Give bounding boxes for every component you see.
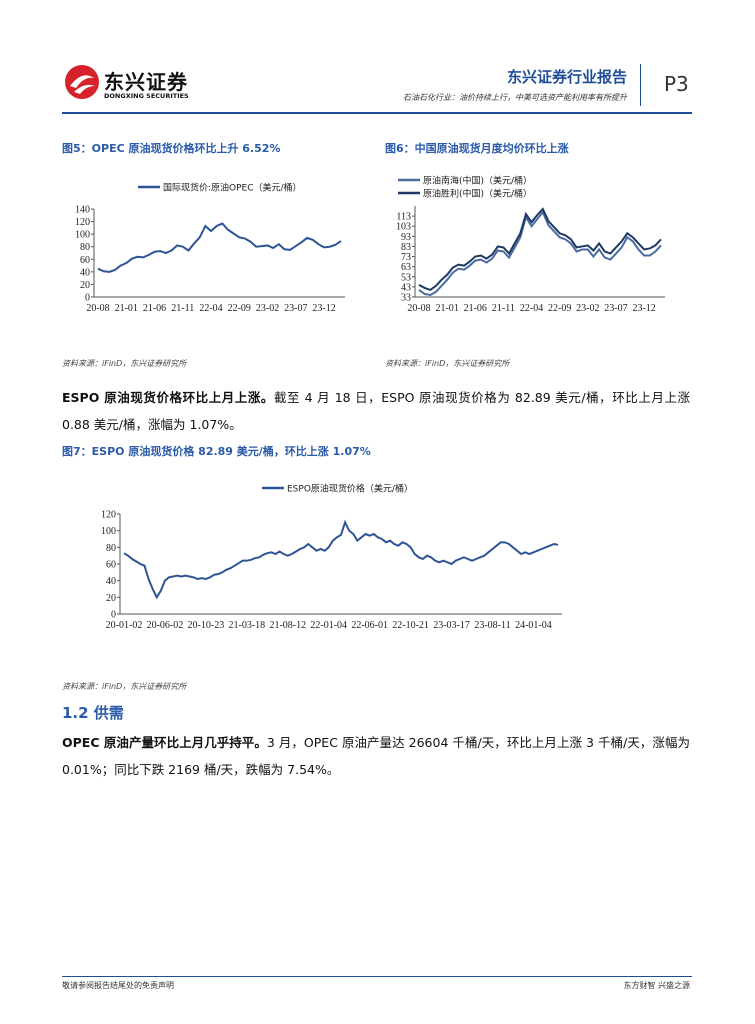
y-tick-label: 93 bbox=[401, 232, 411, 243]
x-tick-label: 20-06-02 bbox=[147, 620, 184, 631]
x-tick-label: 23-02 bbox=[576, 303, 599, 314]
footer-disclaimer: 敬请参阅报告结尾处的免责声明 bbox=[62, 981, 174, 990]
x-tick-label: 21-06 bbox=[143, 303, 166, 314]
x-tick-label: 22-10-21 bbox=[392, 620, 429, 631]
legend-label: ESPO原油现货价格（美元/桶） bbox=[287, 483, 413, 495]
y-tick-label: 33 bbox=[401, 293, 411, 304]
header-separator bbox=[640, 64, 641, 106]
logo-cn: 东兴证券 bbox=[104, 70, 188, 94]
y-tick-label: 20 bbox=[80, 280, 90, 291]
x-tick-label: 20-08 bbox=[86, 303, 109, 314]
y-tick-label: 120 bbox=[75, 217, 90, 228]
x-tick-label: 20-08 bbox=[407, 303, 430, 314]
footer-rule bbox=[62, 976, 692, 977]
x-tick-label: 21-11 bbox=[171, 303, 194, 314]
y-tick-label: 83 bbox=[401, 242, 411, 253]
x-tick-label: 22-06-01 bbox=[351, 620, 388, 631]
x-tick-label: 23-03-17 bbox=[433, 620, 470, 631]
x-tick-label: 22-04 bbox=[520, 303, 543, 314]
y-tick-label: 60 bbox=[80, 255, 90, 266]
data-line bbox=[97, 222, 342, 273]
source-note: 资料来源：iFinD，东兴证券研究所 bbox=[62, 682, 187, 691]
x-tick-label: 21-01 bbox=[435, 303, 458, 314]
x-tick-label: 21-03-18 bbox=[228, 620, 265, 631]
y-tick-label: 0 bbox=[85, 293, 90, 304]
y-tick-label: 43 bbox=[401, 282, 411, 293]
x-tick-label: 24-01-04 bbox=[515, 620, 552, 631]
y-tick-label: 80 bbox=[80, 242, 90, 253]
x-tick-label: 21-11 bbox=[492, 303, 515, 314]
x-tick-label: 21-06 bbox=[464, 303, 487, 314]
y-tick-label: 20 bbox=[106, 593, 116, 604]
figure-title: 图7：ESPO 原油现货价格 82.89 美元/桶，环比上涨 1.07% bbox=[62, 445, 371, 458]
x-tick-label: 23-07 bbox=[284, 303, 307, 314]
legend-label: 原油胜利(中国)（美元/桶） bbox=[423, 188, 532, 200]
report-type: 东兴证券行业报告 bbox=[506, 68, 627, 86]
y-tick-label: 73 bbox=[401, 252, 411, 263]
x-tick-label: 23-08-11 bbox=[474, 620, 510, 631]
paragraph: ESPO 原油现货价格环比上月上涨。截至 4 月 18 日，ESPO 原油现货价… bbox=[62, 384, 690, 438]
legend-label: 国际现货价:原油OPEC（美元/桶） bbox=[163, 182, 302, 194]
x-tick-label: 23-12 bbox=[312, 303, 335, 314]
y-tick-label: 80 bbox=[106, 543, 116, 554]
paragraph-lead: ESPO 原油现货价格环比上月上涨。 bbox=[62, 390, 274, 405]
x-tick-label: 22-09 bbox=[548, 303, 571, 314]
y-tick-label: 40 bbox=[80, 267, 90, 278]
y-tick-label: 113 bbox=[396, 212, 411, 223]
y-tick-label: 53 bbox=[401, 272, 411, 283]
source-note: 资料来源：iFinD，东兴证券研究所 bbox=[385, 359, 510, 368]
x-tick-label: 22-04 bbox=[199, 303, 222, 314]
y-tick-label: 103 bbox=[396, 222, 411, 233]
y-tick-label: 60 bbox=[106, 560, 116, 571]
figure-title: 图5：OPEC 原油现货价格环比上升 6.52% bbox=[62, 142, 281, 155]
source-note: 资料来源：iFinD，东兴证券研究所 bbox=[62, 359, 187, 368]
y-tick-label: 63 bbox=[401, 262, 411, 273]
data-line bbox=[123, 519, 559, 600]
y-tick-label: 0 bbox=[111, 610, 116, 621]
x-tick-label: 22-01-04 bbox=[310, 620, 347, 631]
x-tick-label: 21-01 bbox=[115, 303, 138, 314]
x-tick-label: 20-10-23 bbox=[188, 620, 225, 631]
paragraph-text: 3 月，OPEC 原油产量达 26604 千桶/天，环比上月上涨 3 千桶/天，… bbox=[62, 735, 691, 777]
x-tick-label: 21-08-12 bbox=[269, 620, 306, 631]
logo-en: DONGXING SECURITIES bbox=[104, 92, 189, 100]
y-tick-label: 100 bbox=[75, 230, 90, 241]
section-heading: 1.2 供需 bbox=[62, 704, 124, 722]
report-subtitle: 石油石化行业：油价持续上行，中美可选资产能利用率有所提升 bbox=[403, 93, 627, 102]
paragraph-lead: OPEC 原油产量环比上月几乎持平。 bbox=[62, 735, 267, 750]
footer-slogan: 东方财智 兴盛之源 bbox=[623, 981, 690, 990]
figure-title: 图6：中国原油现货月度均价环比上涨 bbox=[385, 142, 569, 155]
x-tick-label: 23-02 bbox=[256, 303, 279, 314]
page-number: P3 bbox=[664, 72, 689, 96]
x-tick-label: 22-09 bbox=[228, 303, 251, 314]
x-tick-label: 23-07 bbox=[604, 303, 627, 314]
legend-label: 原油南海(中国)（美元/桶） bbox=[423, 175, 532, 187]
y-tick-label: 140 bbox=[75, 205, 90, 216]
x-tick-label: 23-12 bbox=[632, 303, 655, 314]
data-line bbox=[418, 207, 662, 292]
y-tick-label: 100 bbox=[101, 526, 116, 537]
paragraph-text: 截至 4 月 18 日，ESPO 原油现货价格为 82.89 美元/桶，环比上月… bbox=[62, 390, 690, 432]
logo-icon bbox=[65, 65, 99, 99]
header-rule bbox=[62, 112, 692, 114]
paragraph: OPEC 原油产量环比上月几乎持平。3 月，OPEC 原油产量达 26604 千… bbox=[62, 729, 690, 783]
y-tick-label: 40 bbox=[106, 576, 116, 587]
data-line bbox=[418, 210, 662, 297]
x-tick-label: 20-01-02 bbox=[106, 620, 143, 631]
y-tick-label: 120 bbox=[101, 510, 116, 521]
